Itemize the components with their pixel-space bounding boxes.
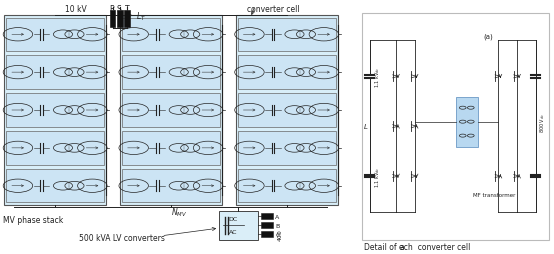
Text: L: L	[363, 124, 367, 130]
Bar	[122, 94, 220, 127]
Bar	[455, 97, 478, 147]
Bar	[122, 19, 220, 52]
Bar	[110, 11, 115, 27]
Bar	[238, 56, 336, 89]
Text: 500 kVA LV converters: 500 kVA LV converters	[79, 233, 165, 242]
Bar	[122, 56, 220, 89]
Bar	[238, 94, 336, 127]
Text: T: T	[125, 5, 130, 14]
Bar	[6, 56, 104, 89]
Bar	[362, 14, 549, 240]
Text: MV phase stack: MV phase stack	[3, 215, 63, 224]
Text: Detail of e: Detail of e	[364, 242, 404, 251]
Text: converter cell: converter cell	[247, 5, 299, 14]
Bar	[6, 19, 104, 52]
Bar	[6, 94, 104, 127]
Bar	[117, 11, 122, 27]
Bar	[122, 132, 220, 165]
Text: converter cell: converter cell	[413, 242, 470, 250]
Text: 1.1 kV$_{dc}$: 1.1 kV$_{dc}$	[373, 166, 382, 187]
Text: 400: 400	[278, 228, 283, 240]
Bar	[238, 19, 336, 52]
Bar	[219, 211, 258, 240]
Bar	[235, 16, 337, 205]
Text: (a): (a)	[484, 33, 493, 40]
Text: AC: AC	[229, 229, 238, 234]
Bar	[261, 231, 273, 237]
Bar	[261, 222, 273, 228]
Bar	[6, 169, 104, 203]
Bar	[124, 11, 130, 27]
Text: ach: ach	[400, 242, 414, 251]
Bar	[261, 213, 273, 219]
Text: C: C	[275, 232, 280, 237]
Bar	[6, 132, 104, 165]
Text: 800 V$_{dc}$: 800 V$_{dc}$	[538, 112, 547, 132]
Bar	[238, 169, 336, 203]
Text: 1.1 kV$_{dc}$: 1.1 kV$_{dc}$	[373, 66, 382, 88]
Text: 10 kV: 10 kV	[65, 5, 86, 14]
Bar	[120, 16, 222, 205]
Text: B: B	[275, 223, 280, 228]
Text: MF transformer: MF transformer	[474, 192, 516, 197]
Bar	[238, 132, 336, 165]
Text: $N_{MV}$: $N_{MV}$	[171, 205, 187, 218]
Text: S: S	[117, 5, 122, 14]
Text: A: A	[275, 214, 280, 219]
Bar	[4, 16, 106, 205]
Text: DC: DC	[229, 216, 238, 221]
Text: $L_T$: $L_T$	[136, 10, 146, 23]
Bar	[122, 169, 220, 203]
Text: R: R	[109, 5, 114, 14]
